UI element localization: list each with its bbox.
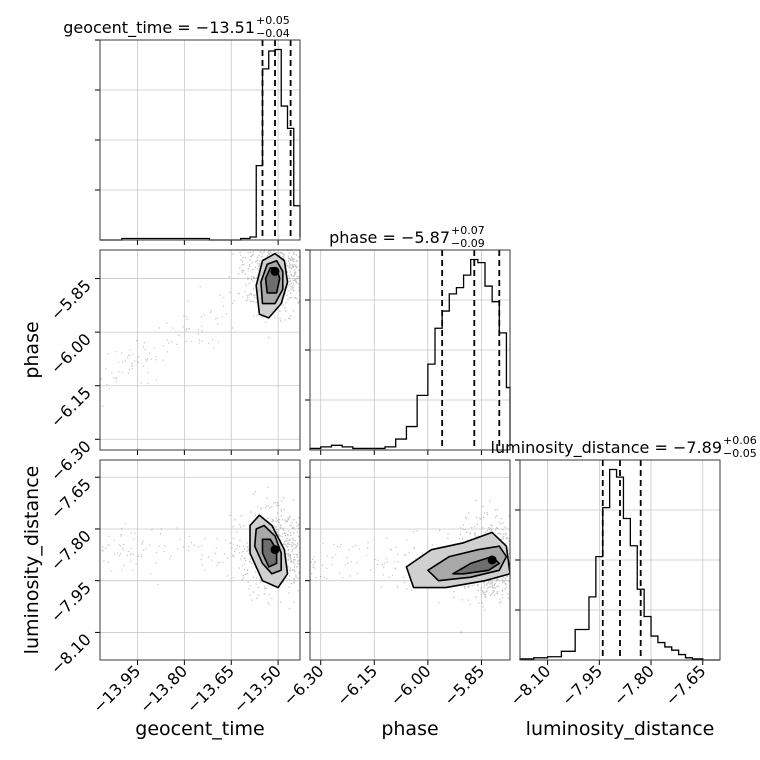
diagonal-title-geocent-time: geocent_time = −13.51 +0.05 −0.04	[63, 14, 290, 40]
panel-content	[310, 499, 510, 633]
panel-frame	[99, 39, 301, 241]
hist-panel-luminosity-distance: −8.10 −7.95 −7.80 −7.65	[506, 459, 721, 709]
contour-level-2	[427, 545, 508, 582]
title-geocent-time: geocent_time = −13.51	[63, 18, 255, 38]
title-luminosity-distance: luminosity_distance = −7.89	[491, 438, 722, 458]
x-axis-label-phase: phase	[381, 718, 438, 740]
title-phase-lower: −0.09	[451, 237, 485, 250]
panel-frame	[519, 459, 721, 661]
x-tick-label: −5.85	[440, 661, 488, 709]
x-axis-label-geocent-time: geocent_time	[135, 718, 264, 740]
x-tick-label: −13.65	[183, 661, 238, 716]
contour-level-3	[452, 555, 501, 575]
x-tick-label: −6.15	[333, 661, 381, 709]
panel-frame	[309, 249, 511, 451]
diagonal-title-phase: phase = −5.87 +0.07 −0.09	[329, 224, 485, 250]
hist-panel-geocent-time	[95, 39, 301, 245]
x-axis-label-luminosity-distance: luminosity_distance	[526, 718, 715, 740]
y-tick-label: −6.30	[47, 437, 95, 485]
y-tick-label: −8.10	[47, 630, 95, 678]
x-tick-label: −13.80	[136, 661, 191, 716]
panel-frame	[99, 459, 301, 661]
y-tick-label: −6.00	[47, 330, 95, 378]
x-tick-label: −7.80	[610, 661, 658, 709]
x-tick-label: −7.65	[661, 661, 709, 709]
panel-frame	[99, 249, 301, 451]
scatter-panel-geocent-time-vs-phase: −6.30 −6.15 −6.00 −5.85	[47, 249, 301, 485]
scatter-panel-phase-vs-luminosity-distance: −6.30 −6.15 −6.00 −5.85	[279, 459, 511, 709]
histogram-steps	[309, 258, 511, 450]
corner-panels: −8.10 −7.95 −7.80 −7.65−6.30−6.15−6.00−5.85…	[47, 39, 721, 717]
title-luminosity-distance-upper: +0.06	[723, 434, 757, 447]
y-axis-label-phase: phase	[21, 321, 43, 378]
panel-content	[101, 486, 300, 610]
panel-content	[100, 250, 300, 407]
y-tick-label: −6.15	[47, 383, 95, 431]
title-geocent-time-lower: −0.04	[256, 27, 290, 40]
density-peak	[487, 555, 497, 565]
sample-points	[100, 250, 300, 407]
x-tick-label: −6.00	[387, 661, 435, 709]
y-tick-label: −5.85	[47, 276, 95, 324]
x-tick-label: −8.10	[506, 661, 554, 709]
y-tick-label: −7.95	[47, 578, 95, 626]
y-tick-label: −7.65	[47, 475, 95, 523]
y-tick-label: −7.80	[47, 526, 95, 574]
density-peak	[270, 266, 280, 276]
x-tick-label: −13.95	[89, 661, 144, 716]
hist-panel-phase	[305, 249, 511, 455]
title-luminosity-distance-lower: −0.05	[723, 447, 757, 460]
panel-frame	[309, 459, 511, 661]
title-geocent-time-upper: +0.05	[256, 14, 290, 27]
title-phase-upper: +0.07	[451, 224, 485, 237]
x-tick-label: −13.50	[230, 661, 285, 716]
density-peak	[270, 545, 280, 555]
diagonal-title-luminosity-distance: luminosity_distance = −7.89 +0.06 −0.05	[491, 434, 757, 460]
title-phase: phase = −5.87	[329, 228, 450, 247]
scatter-panel-geocent-time-vs-luminosity-distance: −13.95−13.80−13.65−13.50 −8.10−7.95−7.80−…	[47, 459, 301, 717]
x-tick-label: −7.95	[558, 661, 606, 709]
y-axis-label-luminosity-distance: luminosity_distance	[21, 466, 43, 655]
sample-points	[101, 486, 300, 610]
x-tick-label: −6.30	[279, 661, 327, 709]
histogram-steps	[519, 468, 720, 661]
histogram-steps	[100, 48, 301, 241]
